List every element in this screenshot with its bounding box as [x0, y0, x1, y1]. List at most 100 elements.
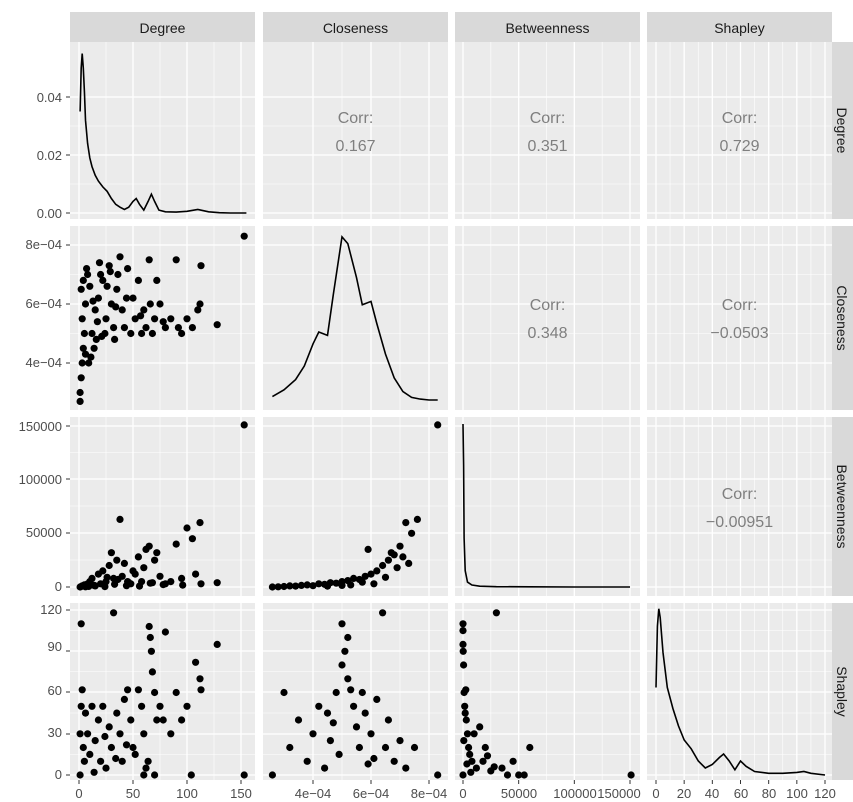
scatter-point: [481, 743, 489, 752]
scatter-point: [89, 297, 97, 305]
scatter-point: [137, 312, 145, 320]
scatter-point: [81, 300, 90, 308]
scatter-point: [341, 647, 349, 655]
y-tick-label-shapley-60: 60: [48, 683, 62, 698]
scatter-point: [116, 730, 124, 738]
y-axis-tick-labels: 0.04 0.02 0.00 8e−04 6e−04 4e−04 150000 …: [19, 90, 62, 782]
panel-betweenness-betweenness: [455, 417, 640, 596]
scatter-point: [103, 573, 111, 581]
scatter-point: [197, 580, 205, 588]
scatter-point: [240, 421, 248, 429]
scatter-point: [213, 579, 221, 587]
scatter-point: [88, 329, 96, 338]
scatter-point: [326, 737, 334, 745]
scatter-point: [144, 757, 152, 765]
corr-value-closeness-betweenness: 0.348: [527, 325, 567, 342]
scatter-point: [80, 329, 88, 338]
scatter-point: [399, 553, 407, 561]
scatter-point: [91, 306, 99, 314]
corr-label-betweenness-shapley: Corr:: [722, 486, 758, 503]
row-strip-label-degree: Degree: [834, 108, 850, 154]
y-tick-label-betweenness-150000: 150000: [19, 419, 62, 434]
scatter-point: [88, 702, 96, 710]
column-strip-label-closeness: Closeness: [323, 20, 388, 36]
scatter-point: [84, 270, 92, 279]
x-tick-label-betweenness-0: 0: [459, 786, 466, 801]
scatter-point: [92, 335, 100, 343]
scatter-point: [338, 581, 346, 590]
scatter-point: [463, 760, 471, 768]
scatter-point: [367, 570, 375, 578]
row-strips: Degree Closeness Betweenness Shapley: [832, 42, 853, 780]
scatter-point: [78, 686, 86, 694]
scatter-point: [196, 519, 204, 527]
scatter-point: [102, 315, 110, 323]
scatter-point: [483, 752, 492, 760]
scatter-point: [286, 582, 294, 590]
panel-background: [70, 417, 255, 596]
scatter-point: [172, 688, 180, 697]
scatter-point: [461, 702, 469, 710]
scatter-point: [509, 757, 517, 765]
corr-label-closeness-shapley: Corr:: [722, 297, 758, 314]
scatter-point: [370, 754, 378, 763]
scatter-point: [156, 572, 164, 580]
scatter-point: [140, 564, 148, 572]
scatter-point: [463, 730, 472, 738]
x-tick-label-degree-0: 0: [75, 786, 82, 801]
column-strip-closeness: [263, 12, 448, 42]
scatter-point: [466, 750, 474, 759]
x-tick-label-shapley-120: 120: [814, 786, 836, 801]
panel-background: [70, 42, 255, 219]
scatter-point: [98, 332, 106, 340]
scatter-point: [85, 359, 93, 367]
scatter-point: [105, 723, 113, 731]
scatter-point: [151, 556, 159, 564]
scatter-point: [434, 421, 442, 429]
scatter-point: [112, 303, 120, 311]
scatter-point: [99, 276, 107, 284]
x-tick-label-shapley-20: 20: [677, 786, 691, 801]
density-curve-shapley: [655, 608, 826, 776]
scatter-point: [179, 581, 187, 589]
scatter-point: [118, 757, 126, 765]
scatter-point: [124, 265, 132, 273]
scatter-point: [84, 730, 92, 738]
panel-degree-degree: [70, 42, 255, 219]
scatter-point: [309, 730, 317, 738]
panel-shapley-betweenness: [455, 603, 640, 780]
scatter-point: [459, 640, 467, 649]
scatter-point: [159, 318, 167, 326]
scatter-point: [503, 771, 512, 779]
scatter-point: [156, 300, 164, 308]
scatter-point: [188, 535, 196, 543]
scatter-point: [110, 324, 118, 332]
panel-betweenness-degree: [70, 417, 255, 596]
scatter-point: [134, 686, 142, 694]
column-strips: Degree Closeness Betweenness Shapley: [70, 12, 832, 42]
x-tick-label-betweenness-100000: 100000: [553, 786, 596, 801]
scatter-point: [194, 306, 202, 314]
scatter-point: [410, 743, 419, 752]
scatter-point: [358, 688, 366, 697]
scatter-point: [161, 628, 169, 636]
scatter-point: [192, 658, 200, 666]
panel-shapley-shapley: [647, 603, 832, 780]
scatter-point: [113, 285, 121, 293]
row-strip-label-shapley: Shapley: [834, 666, 850, 717]
scatter-point: [156, 702, 164, 710]
scatter-point: [101, 732, 109, 741]
scatter-point: [106, 268, 114, 276]
panel-closeness-shapley: [647, 226, 832, 410]
scatter-point: [77, 374, 85, 382]
x-tick-label-closeness-8e-04: 8e−04: [411, 786, 448, 801]
y-tick-label-shapley-30: 30: [48, 725, 62, 740]
scatter-point: [125, 578, 133, 587]
scatter-point: [107, 549, 115, 557]
scatter-point: [379, 609, 387, 617]
panel-background: [647, 226, 832, 410]
scatter-point: [338, 620, 346, 628]
corr-label-closeness-betweenness: Corr:: [530, 297, 566, 314]
scatter-point: [93, 318, 101, 326]
y-tick-label-closeness-4e-04: 4e−04: [25, 355, 62, 370]
